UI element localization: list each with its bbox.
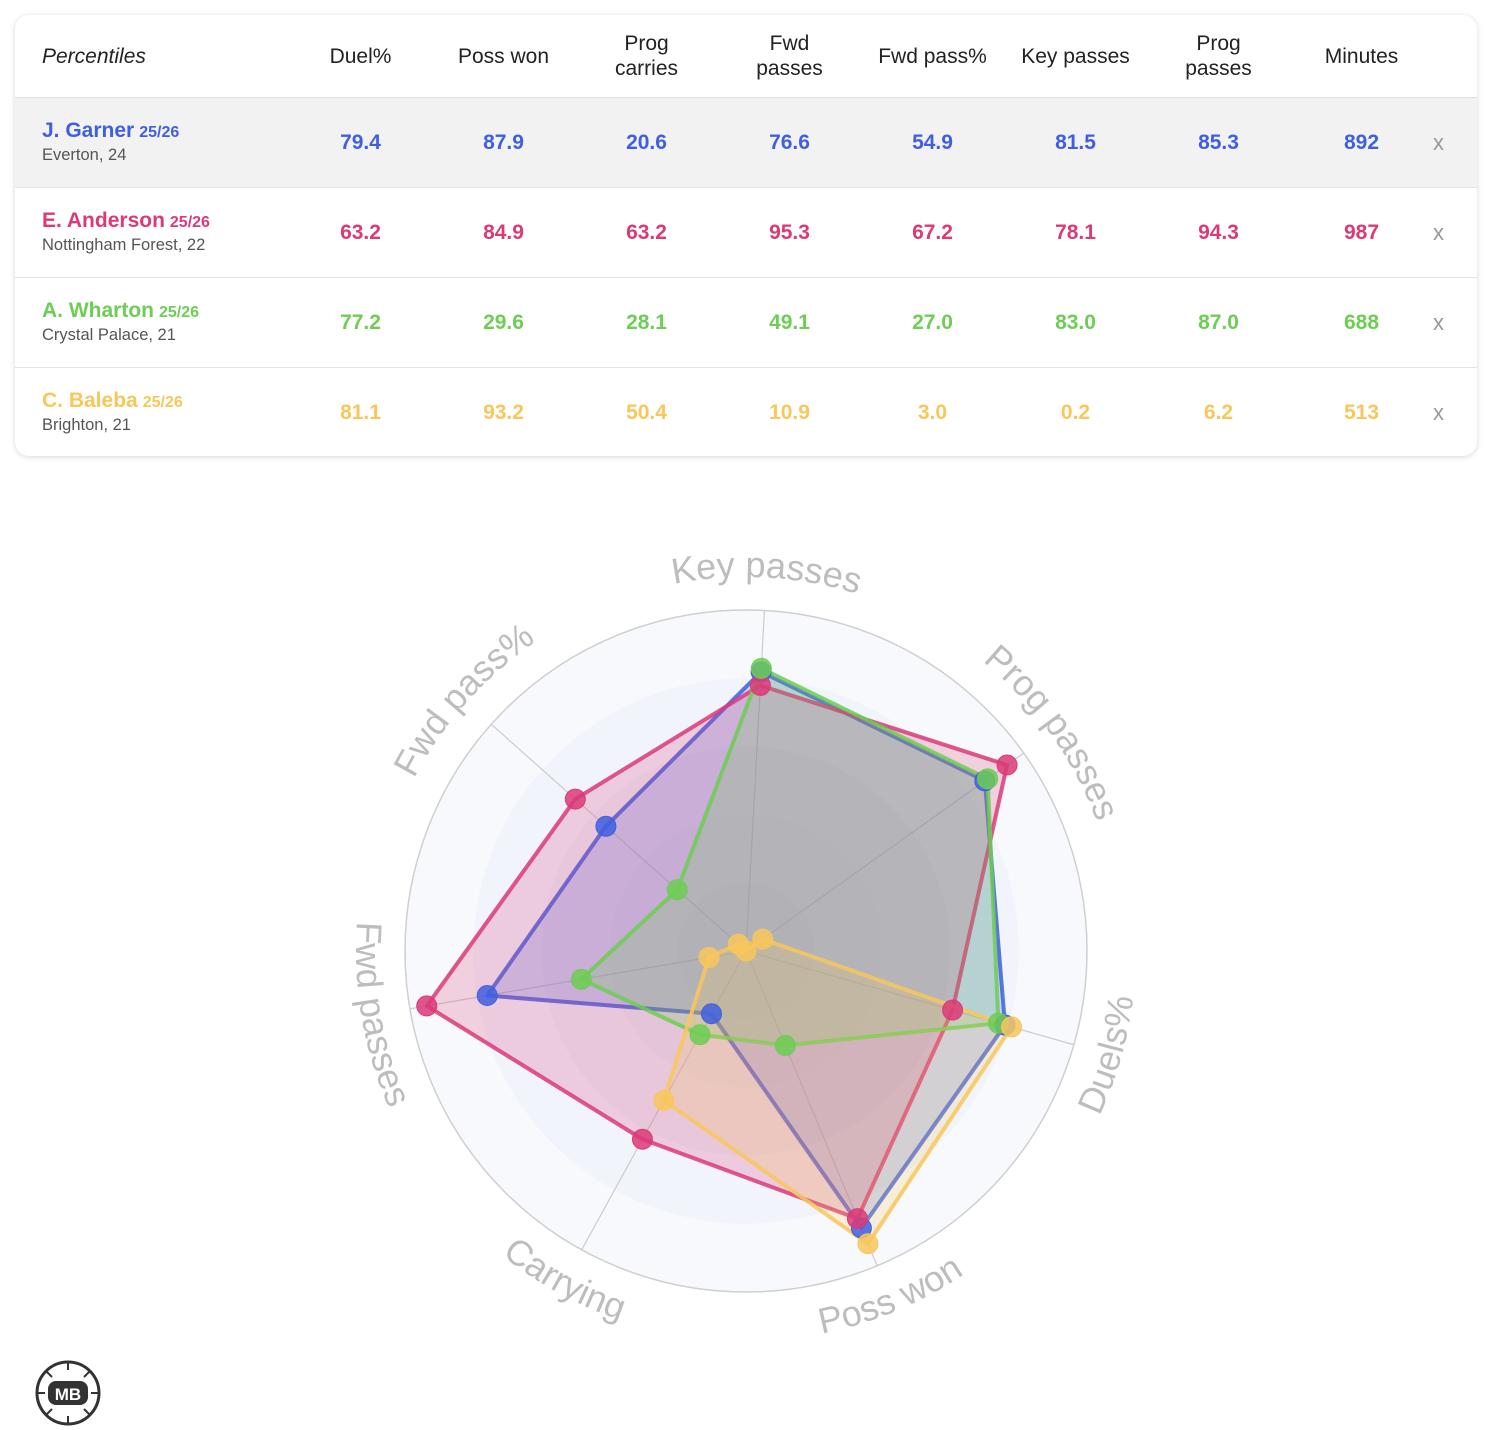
percentiles-table: Percentiles Duel% Poss won Prog carries Fwd p… xyxy=(15,15,1477,456)
data-point xyxy=(689,1024,711,1046)
remove-player-button[interactable]: x xyxy=(1433,187,1477,278)
svg-text:MB: MB xyxy=(55,1385,81,1404)
stat-value: 29.6 xyxy=(432,277,575,368)
stat-value: 892 xyxy=(1290,97,1433,188)
player-name[interactable]: A. Wharton 25/26 xyxy=(42,299,200,322)
stat-value: 28.1 xyxy=(575,277,718,368)
player-name[interactable]: E. Anderson 25/26 xyxy=(42,209,210,232)
stat-value: 84.9 xyxy=(432,187,575,278)
table-header-row: Percentiles Duel% Poss won Prog carries Fwd p… xyxy=(15,15,1477,98)
data-point xyxy=(476,984,498,1006)
stat-value: 6.2 xyxy=(1203,400,1234,424)
column-header[interactable]: Prog passes xyxy=(1147,15,1290,98)
table-row[interactable]: C. Baleba 25/26 Brighton, 21 81.1 93.2 50.4 10… xyxy=(15,368,1477,457)
player-name[interactable]: J. Garner 25/26 xyxy=(42,119,180,142)
data-point xyxy=(570,968,592,990)
remove-player-button[interactable]: x xyxy=(1433,277,1477,368)
stat-value: 93.2 xyxy=(483,400,524,424)
stat-value: 76.6 xyxy=(718,97,861,188)
player-cell: C. Baleba 25/26 Brighton, 21 xyxy=(15,368,289,457)
player-season: 25/26 xyxy=(158,304,200,321)
data-point xyxy=(631,1128,653,1150)
radar-outer-ring xyxy=(404,609,1088,1293)
stat-value: 87.0 xyxy=(1147,277,1290,368)
percentiles-header: Percentiles xyxy=(15,15,289,98)
remove-player-button[interactable]: x xyxy=(1433,97,1477,188)
mb-logo-icon: MB xyxy=(35,1360,101,1426)
stat-value: 79.4 xyxy=(289,97,432,188)
player-season: 25/26 xyxy=(169,214,210,231)
series-area xyxy=(579,666,1001,1048)
player-cell: E. Anderson 25/26 Nottingham Forest, 22 xyxy=(15,187,289,278)
table-row[interactable]: J. Garner 25/26 Everton, 24 79.4 87.9 20.6 76.… xyxy=(15,97,1477,188)
stat-value: 81.5 xyxy=(1004,97,1147,188)
stat-value: 50.4 xyxy=(626,400,667,424)
table-row[interactable]: E. Anderson 25/26 Nottingham Forest, 22 63.… xyxy=(15,187,1477,278)
data-point xyxy=(977,768,999,790)
column-header[interactable]: Poss won xyxy=(432,15,575,98)
data-point xyxy=(750,657,772,679)
stat-value: 513 xyxy=(1343,400,1380,424)
data-point xyxy=(564,788,586,810)
player-team: Everton, 24 xyxy=(42,146,127,164)
stat-value: 63.2 xyxy=(575,187,718,278)
stat-value: 94.3 xyxy=(1147,187,1290,278)
stat-value: 67.2 xyxy=(861,187,1004,278)
player-season: 25/26 xyxy=(142,394,183,411)
player-team: Crystal Palace, 21 xyxy=(42,326,176,344)
data-point xyxy=(846,1208,868,1230)
player-cell: J. Garner 25/26 Everton, 24 xyxy=(15,97,289,188)
player-name[interactable]: C. Baleba 25/26 xyxy=(42,389,183,412)
player-season: 25/26 xyxy=(139,124,180,141)
data-point xyxy=(653,1089,675,1111)
data-point xyxy=(698,946,720,968)
player-team: Nottingham Forest, 22 xyxy=(42,236,206,254)
stat-value: 87.9 xyxy=(432,97,575,188)
stat-value: 3.0 xyxy=(917,400,948,424)
table-row[interactable]: A. Wharton 25/26 Crystal Palace, 21 77.2 29.… xyxy=(15,277,1477,368)
player-team: Brighton, 21 xyxy=(42,416,131,434)
data-point xyxy=(700,1003,722,1025)
data-point xyxy=(942,999,964,1021)
data-point xyxy=(752,928,774,950)
stat-value: 81.1 xyxy=(340,400,381,424)
remove-player-button[interactable]: x xyxy=(1433,399,1444,425)
column-header[interactable]: Fwd pass% xyxy=(861,15,1004,98)
column-header[interactable]: Minutes xyxy=(1290,15,1433,98)
column-header[interactable]: Fwd passes xyxy=(718,15,861,98)
axis-label: Key passes xyxy=(668,544,866,602)
stat-value: 688 xyxy=(1290,277,1433,368)
data-point xyxy=(595,815,617,837)
stat-value: 0.2 xyxy=(1060,400,1091,424)
stat-value: 20.6 xyxy=(575,97,718,188)
data-point xyxy=(857,1233,879,1255)
stat-value: 54.9 xyxy=(861,97,1004,188)
stat-value: 987 xyxy=(1290,187,1433,278)
stat-value: 85.3 xyxy=(1147,97,1290,188)
data-point xyxy=(774,1034,796,1056)
remove-column-header xyxy=(1433,15,1477,98)
data-point xyxy=(1001,1016,1023,1038)
column-header[interactable]: Key passes xyxy=(1004,15,1147,98)
stat-value: 78.1 xyxy=(1004,187,1147,278)
column-header[interactable]: Duel% xyxy=(289,15,432,98)
stat-value: 77.2 xyxy=(289,277,432,368)
data-point xyxy=(416,995,438,1017)
column-header[interactable]: Prog carries xyxy=(575,15,718,98)
stat-value: 27.0 xyxy=(861,277,1004,368)
percentiles-table-card: Percentiles Duel% Poss won Prog carries Fwd p… xyxy=(15,15,1477,456)
radar-spoke xyxy=(490,723,747,952)
stat-value: 63.2 xyxy=(289,187,432,278)
stat-value: 10.9 xyxy=(769,400,810,424)
axis-label-text: Key passes xyxy=(668,544,866,602)
data-point xyxy=(727,933,749,955)
data-point xyxy=(996,754,1018,776)
stat-value: 83.0 xyxy=(1004,277,1147,368)
stat-value: 49.1 xyxy=(718,277,861,368)
stat-value: 95.3 xyxy=(718,187,861,278)
player-cell: A. Wharton 25/26 Crystal Palace, 21 xyxy=(15,277,289,368)
data-point xyxy=(666,879,688,901)
